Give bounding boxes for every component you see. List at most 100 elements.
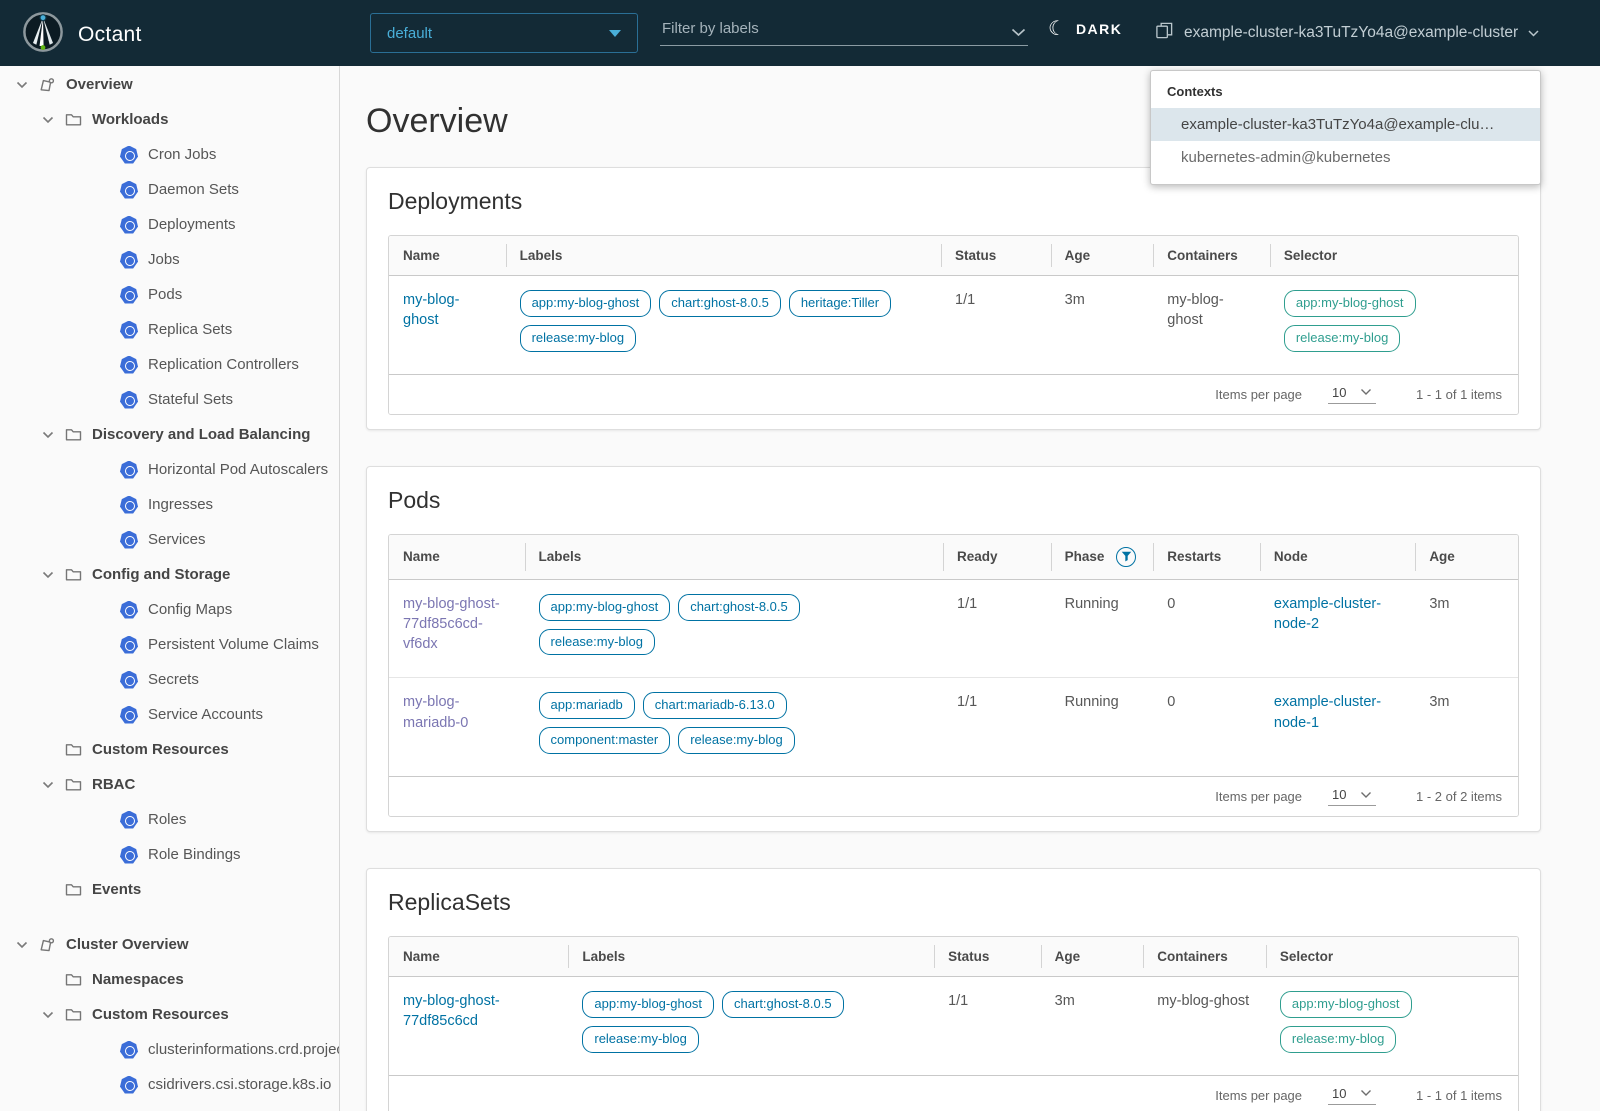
filter-icon[interactable]: [1116, 546, 1137, 567]
chevron-down-icon[interactable]: [10, 81, 34, 89]
sidebar-item-config-and-storage[interactable]: Config and Storage: [0, 557, 339, 592]
chevron-down-icon[interactable]: [36, 781, 60, 789]
resource-heptagon-icon: [120, 810, 138, 829]
sidebar-item-label: Roles: [148, 811, 187, 828]
events-icon: [60, 882, 86, 897]
sidebar-item-rbac[interactable]: RBAC: [0, 767, 339, 802]
replica-sets-icon: [116, 320, 142, 339]
label-pill: release:my-blog: [582, 1025, 699, 1053]
sidebar-item-pods[interactable]: Pods: [0, 277, 339, 312]
context-option[interactable]: kubernetes-admin@kubernetes: [1181, 149, 1391, 166]
page-size-select[interactable]: 10: [1328, 385, 1377, 404]
table-footer: Items per page 10 1 - 1 of 1 items: [389, 1074, 1518, 1111]
resource-heptagon-icon: [120, 250, 138, 269]
secrets-icon: [116, 670, 142, 689]
sidebar-item-custom-resources[interactable]: Custom Resources: [0, 997, 339, 1032]
resource-link[interactable]: example-cluster-node-1: [1273, 694, 1382, 731]
jobs-icon: [116, 250, 142, 269]
sidebar-item-label: Cluster Overview: [66, 936, 189, 953]
column-label: Labels: [519, 248, 563, 263]
sidebar-item-events[interactable]: Events: [0, 872, 339, 907]
custom-resources-icon: [60, 742, 86, 757]
label-pill: app:mariadb: [538, 692, 635, 720]
column-header-node: Node: [1259, 535, 1415, 579]
octant-logo-icon: [22, 11, 64, 58]
sidebar-item-label: Services: [148, 531, 206, 548]
chevron-down-icon[interactable]: [36, 571, 60, 579]
page-size-value: 10: [1332, 787, 1347, 803]
chevron-down-icon[interactable]: [36, 431, 60, 439]
sidebar-item-roles[interactable]: Roles: [0, 802, 339, 837]
sidebar-item-role-bindings[interactable]: Role Bindings: [0, 837, 339, 872]
column-label: Status: [955, 248, 997, 263]
column-label: Name: [403, 949, 440, 965]
label-filter-input[interactable]: [660, 16, 1028, 46]
sidebar-item-label: Overview: [66, 76, 133, 93]
sidebar-item-clusterinformations-crd-projec[interactable]: clusterinformations.crd.projec: [0, 1032, 339, 1067]
chevron-down-icon[interactable]: [36, 1011, 60, 1019]
sidebar-item-label: Service Accounts: [148, 706, 264, 723]
sidebar-item-overview[interactable]: Overview: [0, 67, 339, 102]
column-header-selector: Selector: [1265, 937, 1518, 976]
replication-controllers-icon: [116, 355, 142, 374]
sidebar-item-jobs[interactable]: Jobs: [0, 242, 339, 277]
resource-heptagon-icon: [120, 495, 138, 514]
resource-link[interactable]: my-blog-ghost: [403, 292, 460, 329]
sidebar-item-stateful-sets[interactable]: Stateful Sets: [0, 382, 339, 417]
chevron-down-icon[interactable]: [1011, 24, 1026, 42]
sidebar-item-cluster-overview[interactable]: Cluster Overview: [0, 927, 339, 962]
section-title: ReplicaSets: [388, 889, 511, 916]
cell-name: my-blog-mariadb-0: [389, 678, 525, 776]
sidebar-item-discovery-and-load-balancing[interactable]: Discovery and Load Balancing: [0, 417, 339, 452]
sidebar-item-custom-resources[interactable]: Custom Resources: [0, 732, 339, 767]
resource-link[interactable]: my-blog-mariadb-0: [403, 694, 469, 731]
sidebar-item-csidrivers-csi-storage-k8s-io[interactable]: csidrivers.csi.storage.k8s.io: [0, 1067, 339, 1102]
cell-text: Running: [1064, 694, 1119, 711]
sidebar-item-config-maps[interactable]: Config Maps: [0, 592, 339, 627]
namespace-select[interactable]: default: [370, 13, 638, 53]
sidebar-item-label: Persistent Volume Claims: [148, 636, 319, 653]
resource-heptagon-icon: [120, 145, 138, 164]
sidebar-item-cron-jobs[interactable]: Cron Jobs: [0, 137, 339, 172]
sidebar-item-label: clusterinformations.crd.projec: [148, 1041, 340, 1058]
resource-link[interactable]: example-cluster-node-2: [1273, 595, 1382, 632]
sidebar-item-replica-sets[interactable]: Replica Sets: [0, 312, 339, 347]
chevron-down-icon[interactable]: [36, 116, 60, 124]
sidebar-item-horizontal-pod-autoscalers[interactable]: Horizontal Pod Autoscalers: [0, 452, 339, 487]
pagination-range: 1 - 1 of 1 items: [1416, 386, 1502, 402]
resource-heptagon-icon: [120, 845, 138, 864]
context-switcher-icon: [1155, 21, 1174, 45]
cell-age: 3m: [1041, 977, 1144, 1075]
page-size-select[interactable]: 10: [1328, 787, 1377, 807]
label-pill: release:my-blog: [678, 727, 795, 755]
context-selector[interactable]: example-cluster-ka3TuTzYo4a@example-clus…: [1155, 21, 1539, 45]
page-size-select[interactable]: 10: [1328, 1086, 1377, 1105]
sidebar-item-daemon-sets[interactable]: Daemon Sets: [0, 172, 339, 207]
resource-link[interactable]: my-blog-ghost-77df85c6cd: [403, 993, 500, 1030]
sidebar-item-workloads[interactable]: Workloads: [0, 102, 339, 137]
sidebar-item-namespaces[interactable]: Namespaces: [0, 962, 339, 997]
sidebar-item-replication-controllers[interactable]: Replication Controllers: [0, 347, 339, 382]
sidebar-item-ingresses[interactable]: Ingresses: [0, 487, 339, 522]
resource-heptagon-icon: [120, 390, 138, 409]
column-header-phase: Phase: [1050, 535, 1154, 579]
column-header-age: Age: [1040, 937, 1144, 976]
column-label: Age: [1429, 549, 1455, 565]
sidebar-item-services[interactable]: Services: [0, 522, 339, 557]
sidebar-item-persistent-volume-claims[interactable]: Persistent Volume Claims: [0, 627, 339, 662]
chevron-down-icon[interactable]: [10, 941, 34, 949]
cell-text: my-blog-ghost: [1167, 292, 1224, 329]
column-header-labels: Labels: [524, 535, 944, 579]
cell-text: 1/1: [948, 993, 969, 1010]
resource-heptagon-icon: [120, 285, 138, 304]
sidebar-item-service-accounts[interactable]: Service Accounts: [0, 697, 339, 732]
resource-link[interactable]: my-blog-ghost-77df85c6cd-vf6dx: [403, 595, 500, 653]
context-option-selected[interactable]: example-cluster-ka3TuTzYo4a@example-clu…: [1151, 108, 1540, 141]
dark-mode-toggle[interactable]: ☾ DARK: [1048, 19, 1122, 39]
sidebar-item-secrets[interactable]: Secrets: [0, 662, 339, 697]
column-label: Restarts: [1167, 549, 1222, 565]
sidebar-item-deployments[interactable]: Deployments: [0, 207, 339, 242]
sidebar-item-label: Replication Controllers: [148, 356, 299, 373]
sidebar-item-label: Config and Storage: [92, 566, 231, 583]
column-header-status: Status: [941, 236, 1051, 275]
